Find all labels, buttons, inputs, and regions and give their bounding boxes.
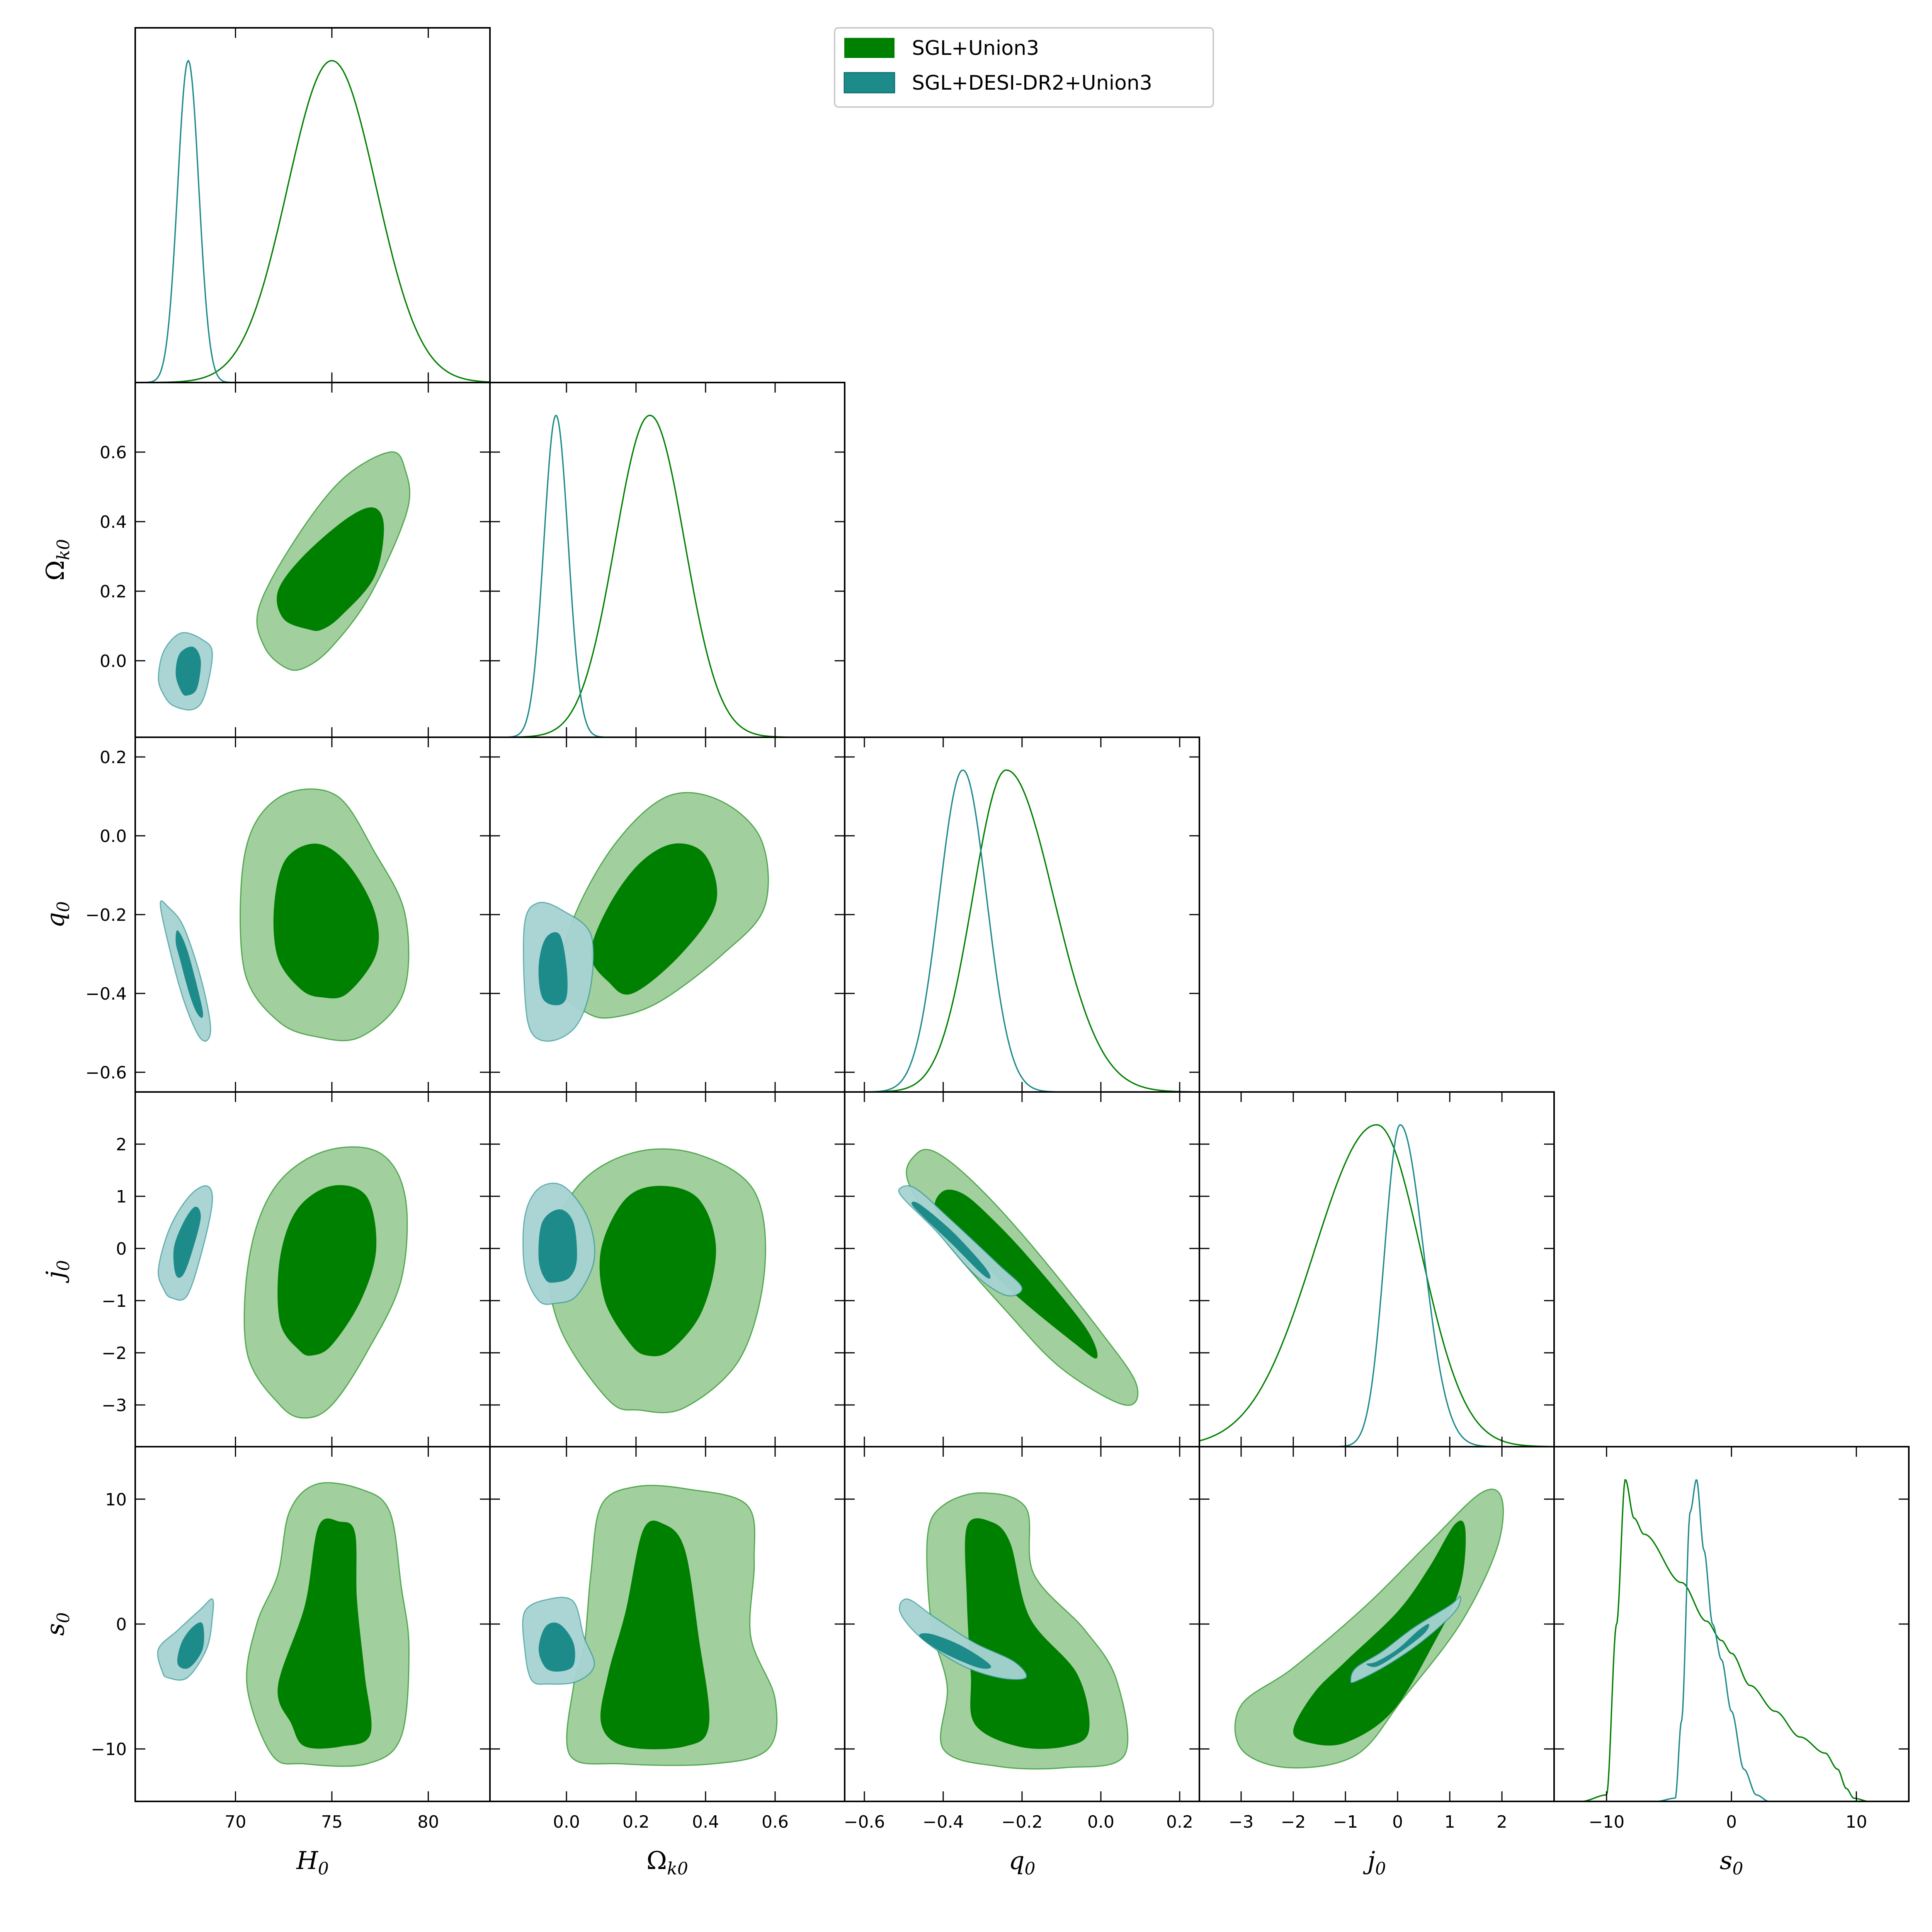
x-tick-label-j0: −1: [1333, 1812, 1358, 1832]
x-tick-label-q0: 0.2: [1166, 1812, 1193, 1832]
x-tick-label-ok0: 0.4: [692, 1812, 719, 1832]
sgl-union3-s0-marginal: [1554, 1479, 1909, 1802]
contour-layer: [157, 451, 1504, 1770]
x-tick-label-s0: 0: [1726, 1812, 1737, 1832]
x-axis-label-ok0: Ωk0: [646, 1847, 688, 1879]
legend-swatch-sgl-union3: [844, 38, 895, 58]
sgl-union3-h0-ok0-inner-contour: [277, 507, 384, 631]
x-tick-label-j0: 0: [1392, 1812, 1403, 1832]
x-tick-label-h0: 80: [417, 1812, 439, 1832]
y-tick-label-q0: −0.6: [85, 1063, 127, 1083]
x-axis-label-h0: H0: [296, 1847, 329, 1879]
sgl-desi-dr2-union3-h0-ok0-inner-contour: [175, 646, 201, 696]
y-tick-label-j0: 1: [116, 1187, 127, 1207]
legend-label-sgl-union3: SGL+Union3: [912, 37, 1039, 60]
sgl-union3-ok0-s0-inner-contour: [600, 1520, 710, 1750]
x-tick-label-ok0: 0.6: [762, 1812, 789, 1832]
sgl-union3-h0-marginal: [135, 60, 490, 383]
sgl-desi-dr2-union3-q0-s0-outer-contour: [899, 1598, 1027, 1680]
sgl-union3-h0-q0-inner-contour: [273, 844, 379, 998]
x-tick-label-s0: −10: [1588, 1812, 1624, 1832]
x-tick-label-h0: 70: [224, 1812, 246, 1832]
y-tick-label-q0: 0.2: [100, 748, 127, 767]
y-tick-label-j0: −1: [102, 1291, 127, 1311]
y-tick-label-j0: 2: [116, 1135, 127, 1155]
sgl-desi-dr2-union3-ok0-q0-inner-contour: [538, 932, 568, 1005]
x-tick-label-q0: −0.2: [1002, 1812, 1043, 1832]
sgl-union3-h0-j0-inner-contour: [277, 1185, 377, 1356]
x-tick-label-q0: −0.4: [923, 1812, 964, 1832]
y-tick-label-ok0: 0.4: [100, 512, 127, 532]
y-tick-label-q0: −0.4: [85, 984, 127, 1004]
x-tick-label-h0: 75: [321, 1812, 343, 1832]
sgl-union3-q0-j0-inner-contour: [934, 1189, 1098, 1359]
sgl-union3-j0-marginal: [1199, 1124, 1554, 1447]
sgl-union3-ok0-q0-inner-contour: [591, 843, 717, 995]
x-axis-label-q0: q0: [1009, 1847, 1036, 1879]
sgl-union3-q0-marginal: [845, 769, 1199, 1093]
sgl-desi-dr2-union3-h0-q0-inner-contour: [175, 930, 203, 1018]
x-tick-label-ok0: 0.2: [622, 1812, 650, 1832]
x-tick-label-ok0: 0.0: [553, 1812, 580, 1832]
sgl-desi-dr2-union3-ok0-j0-inner-contour: [538, 1209, 577, 1283]
y-axis-label-s0: s0: [41, 1612, 73, 1636]
x-tick-label-q0: 0.0: [1087, 1812, 1114, 1832]
y-tick-label-ok0: 0.6: [100, 443, 127, 463]
legend: SGL+Union3 SGL+DESI-DR2+Union3: [834, 27, 1214, 108]
sgl-desi-dr2-union3-h0-j0-inner-contour: [173, 1206, 201, 1278]
y-tick-label-j0: 0: [116, 1239, 127, 1259]
sgl-desi-dr2-union3-h0-s0-inner-contour: [177, 1622, 204, 1669]
sgl-union3-ok0-j0-inner-contour: [599, 1186, 716, 1357]
y-tick-label-s0: −10: [91, 1740, 127, 1759]
x-axis-label-s0: s0: [1720, 1847, 1743, 1879]
legend-swatch-sgl-desi-union3: [844, 72, 895, 94]
x-tick-label-j0: 2: [1497, 1812, 1507, 1832]
y-axis-label-ok0: Ωk0: [41, 539, 73, 581]
legend-frame: [834, 27, 1214, 108]
sgl-desi-dr2-union3-q0-j0-inner-contour: [912, 1201, 991, 1279]
y-axis-label-q0: q0: [41, 901, 73, 928]
y-tick-label-s0: 0: [116, 1615, 127, 1634]
x-tick-label-j0: 1: [1444, 1812, 1455, 1832]
y-tick-label-j0: −3: [102, 1396, 127, 1415]
x-tick-label-q0: −0.6: [844, 1812, 885, 1832]
x-tick-label-s0: 10: [1845, 1812, 1867, 1832]
legend-label-sgl-desi-union3: SGL+DESI-DR2+Union3: [912, 71, 1152, 95]
sgl-union3-j0-s0-inner-contour: [1293, 1520, 1466, 1746]
tick-layer: 70 75 80 0.0 0.2 0.4 0.6 −0.6 −0.4 −0.2 0.0 0.2 −3 −2…: [85, 28, 1909, 1832]
y-tick-label-ok0: 0.0: [100, 651, 127, 671]
y-tick-label-q0: −0.2: [85, 905, 127, 925]
sgl-desi-dr2-union3-ok0-s0-inner-contour: [539, 1622, 575, 1672]
y-tick-label-j0: −2: [102, 1344, 127, 1363]
sgl-union3-h0-s0-inner-contour: [277, 1518, 372, 1749]
sgl-desi-dr2-union3-q0-s0-inner-contour: [919, 1633, 991, 1669]
y-tick-label-ok0: 0.2: [100, 582, 127, 602]
x-tick-label-j0: −3: [1229, 1812, 1254, 1832]
x-tick-label-j0: −2: [1281, 1812, 1306, 1832]
sgl-desi-dr2-union3-j0-s0-inner-contour: [1366, 1624, 1429, 1667]
y-tick-label-q0: 0.0: [100, 827, 127, 846]
y-tick-label-s0: 10: [105, 1490, 127, 1510]
sgl-union3-q0-s0-inner-contour: [965, 1518, 1090, 1749]
